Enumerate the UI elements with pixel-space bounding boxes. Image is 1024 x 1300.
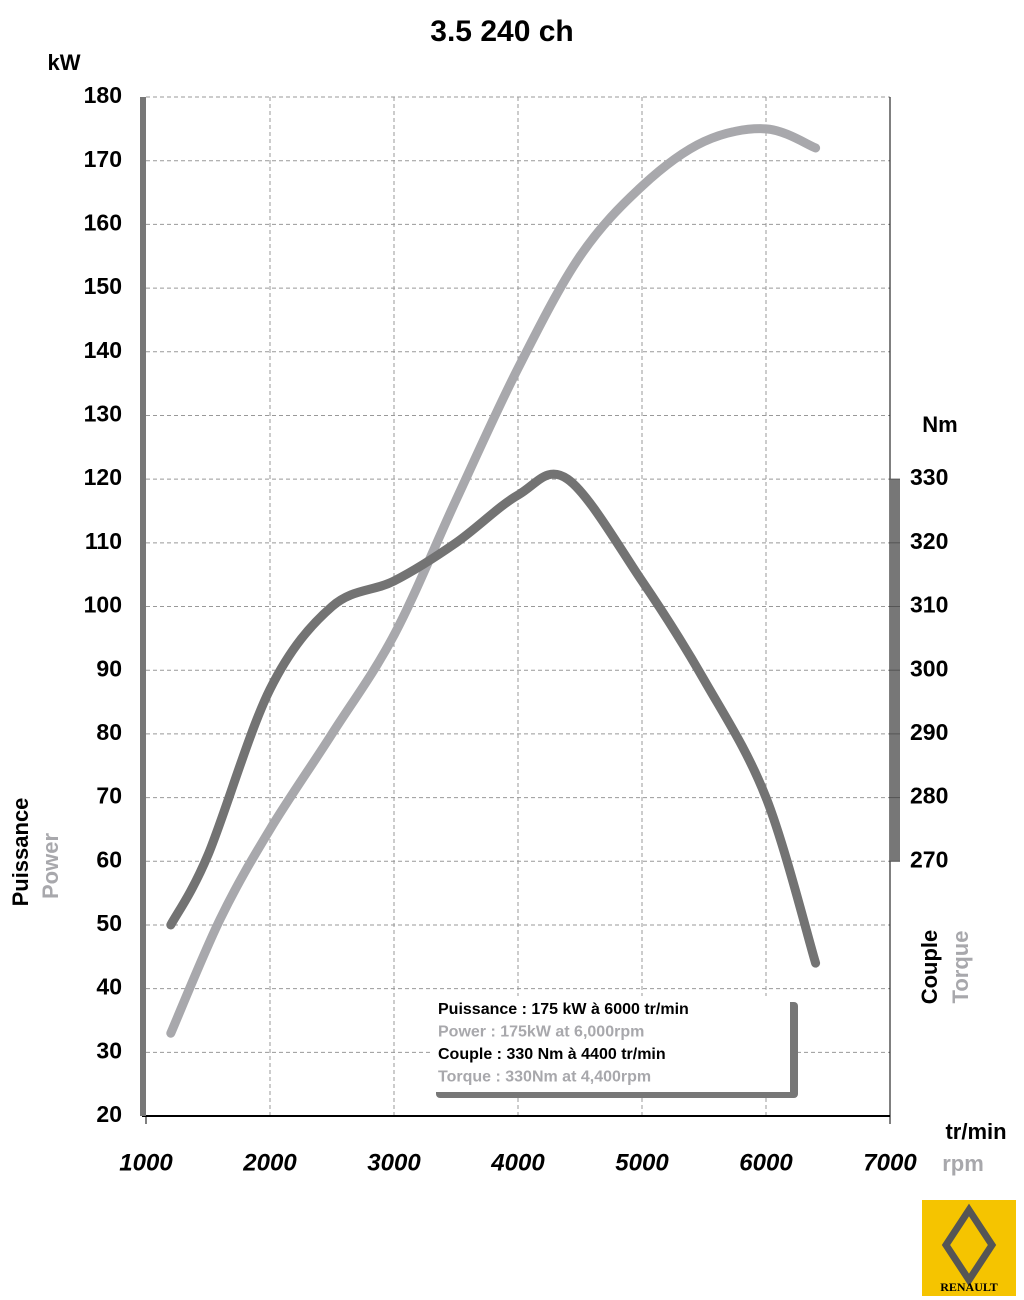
x-tick-label: 2000 <box>242 1149 297 1176</box>
y-tick-label: 20 <box>96 1101 122 1127</box>
y-tick-label: 180 <box>84 82 122 108</box>
x-tick-label: 6000 <box>739 1149 793 1176</box>
y-tick-label: 100 <box>84 592 122 618</box>
y-tick-label: 130 <box>84 401 122 427</box>
annotation-box: Puissance : 175 kW à 6000 tr/min Power : … <box>430 996 798 1098</box>
y-tick-label: 110 <box>85 528 122 554</box>
y-tick-label: 120 <box>84 464 122 490</box>
y-tick-label: 150 <box>84 273 122 299</box>
x-unit: tr/min <box>945 1119 1006 1144</box>
x-unit-en: rpm <box>942 1151 984 1176</box>
x-tick-label: 1000 <box>119 1149 173 1176</box>
y2-tick-label: 280 <box>910 783 948 809</box>
x-tick-label: 3000 <box>367 1149 421 1176</box>
logo: RENAULT <box>922 1200 1016 1296</box>
annotation-bg <box>430 996 790 1092</box>
annotation: Power : 175kW at 6,000rpm <box>438 1024 644 1041</box>
logo-diamond <box>941 1203 997 1287</box>
y2-tick-label: 320 <box>910 528 948 554</box>
y-unit: kW <box>48 50 81 75</box>
y2-label-en: Torque <box>948 931 973 1004</box>
annotation: Puissance : 175 kW à 6000 tr/min <box>438 1001 689 1018</box>
x-tick-label: 7000 <box>863 1149 917 1176</box>
y-tick-label: 50 <box>96 910 122 936</box>
y2-label: Couple <box>917 930 942 1005</box>
y-tick-label: 30 <box>96 1037 122 1063</box>
series-line <box>166 124 821 1038</box>
y2-tick-label: 310 <box>910 592 948 618</box>
y2-unit: Nm <box>922 412 957 437</box>
x-tick-label: 4000 <box>490 1149 545 1176</box>
brand: RENAULT <box>940 1280 998 1294</box>
y2-tick-label: 330 <box>910 464 948 490</box>
y-label-en: Power <box>38 833 63 899</box>
series-line <box>166 469 821 968</box>
y2-tick-label: 270 <box>910 846 948 872</box>
y2-tick-label: 290 <box>910 719 948 745</box>
y-tick-label: 140 <box>84 337 122 363</box>
annotation: Torque : 330Nm at 4,400rpm <box>438 1069 651 1086</box>
y-tick-label: 160 <box>84 209 122 235</box>
y-label: Puissance <box>8 798 33 907</box>
x-tick-label: 5000 <box>615 1149 669 1176</box>
annotation: Couple : 330 Nm à 4400 tr/min <box>438 1046 666 1063</box>
y-tick-label: 170 <box>84 146 122 172</box>
y-tick-label: 40 <box>96 974 122 1000</box>
y-tick-label: 90 <box>96 655 122 681</box>
y-tick-label: 60 <box>96 846 122 872</box>
chart-title: 3.5 240 ch <box>430 15 573 48</box>
y2-tick-label: 300 <box>910 655 948 681</box>
y-tick-label: 70 <box>96 783 122 809</box>
y-tick-label: 80 <box>96 719 122 745</box>
y-axis-bar <box>140 97 146 1116</box>
